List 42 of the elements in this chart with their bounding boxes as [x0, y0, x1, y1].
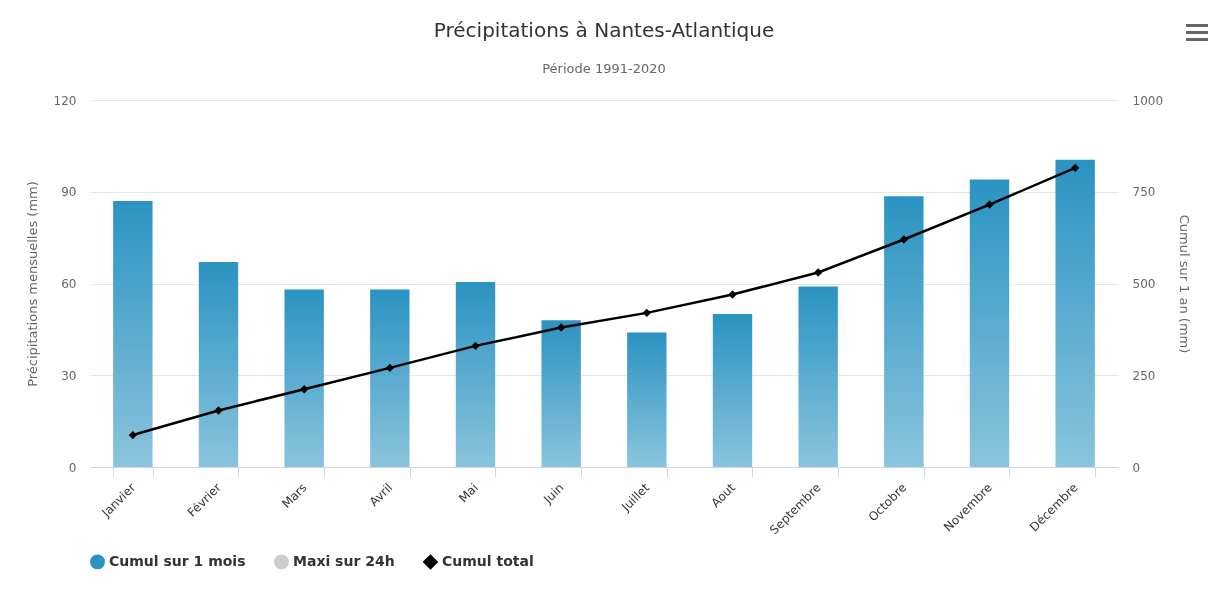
y-tick-label: 30: [61, 368, 77, 383]
y-axis-title: Précipitations mensuelles (mm): [24, 181, 40, 387]
bar: [541, 320, 581, 467]
y2-tick-label: 750: [1132, 185, 1156, 200]
legend-label: Maxi sur 24h: [293, 552, 395, 569]
point: [985, 200, 994, 209]
point: [128, 430, 138, 440]
bar: [113, 200, 153, 467]
point: [813, 268, 823, 277]
y2-axis-title: Cumul sur 1 an (mm): [1177, 214, 1193, 354]
bar: [884, 196, 924, 467]
y-tick-label: 0: [68, 460, 77, 475]
point: [299, 385, 309, 394]
chart-subtitle: Période 1991-2020: [542, 61, 666, 76]
point: [728, 290, 737, 299]
legend-label: Cumul total: [442, 552, 534, 569]
point: [642, 308, 652, 318]
bar: [798, 286, 838, 467]
bar: [712, 314, 753, 467]
point: [214, 406, 223, 415]
y2-tick-label: 1000: [1132, 93, 1164, 108]
point: [1070, 163, 1080, 173]
y2-tick-label: 0: [1132, 460, 1141, 475]
bar: [284, 289, 324, 467]
x-tick-label: Mai: [456, 480, 481, 506]
bar: [370, 289, 410, 467]
y2-tick-label: 500: [1132, 277, 1156, 291]
y2-tick-label: 250: [1132, 368, 1156, 383]
bar: [1055, 159, 1095, 467]
y-tick-label: 90: [61, 185, 77, 200]
bar: [198, 262, 239, 467]
point: [899, 235, 909, 244]
chart-title: Précipitations à Nantes-Atlantique: [433, 18, 775, 42]
y-tick-label: 120: [53, 93, 77, 108]
point: [556, 323, 566, 332]
point: [385, 363, 395, 373]
point: [471, 341, 480, 351]
bar: [969, 179, 1010, 467]
bar: [455, 281, 496, 467]
y-tick-label: 60: [61, 277, 77, 291]
legend-label: Cumul sur 1 mois: [109, 552, 246, 569]
bar: [627, 332, 667, 467]
